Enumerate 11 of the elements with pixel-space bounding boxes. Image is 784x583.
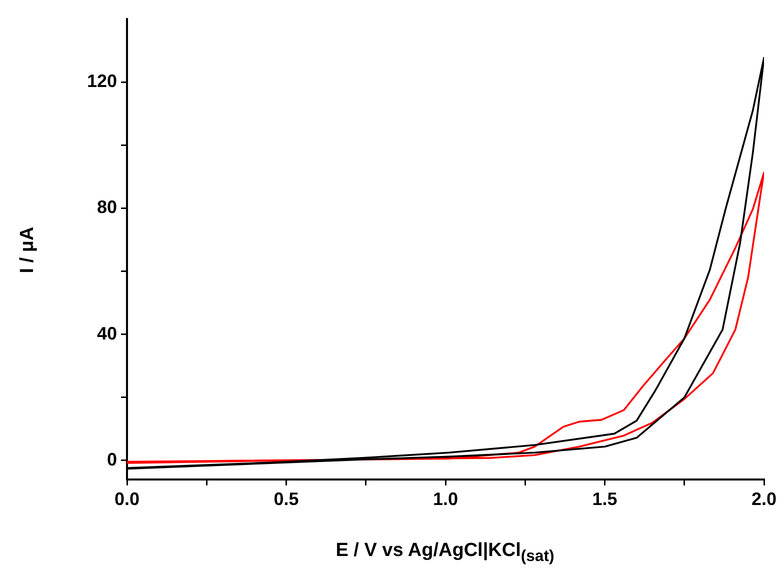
x-tick-label: 2.0 (751, 489, 777, 510)
y-tick-label: 120 (86, 71, 118, 92)
x-tick-label: 1.5 (592, 489, 618, 510)
x-tick-label: 1.0 (433, 489, 458, 510)
y-tick-label: 80 (97, 197, 118, 218)
y-tick-label: 40 (97, 323, 118, 344)
x-tick-label: 0.0 (114, 489, 140, 510)
y-axis-title: I / μA (17, 226, 39, 274)
y-tick-label: 0 (107, 449, 118, 470)
x-axis-title: E / V vs Ag/AgCl|KCl$_{(sat)}$ (334, 540, 556, 566)
x-tick-label: 0.5 (274, 489, 299, 510)
